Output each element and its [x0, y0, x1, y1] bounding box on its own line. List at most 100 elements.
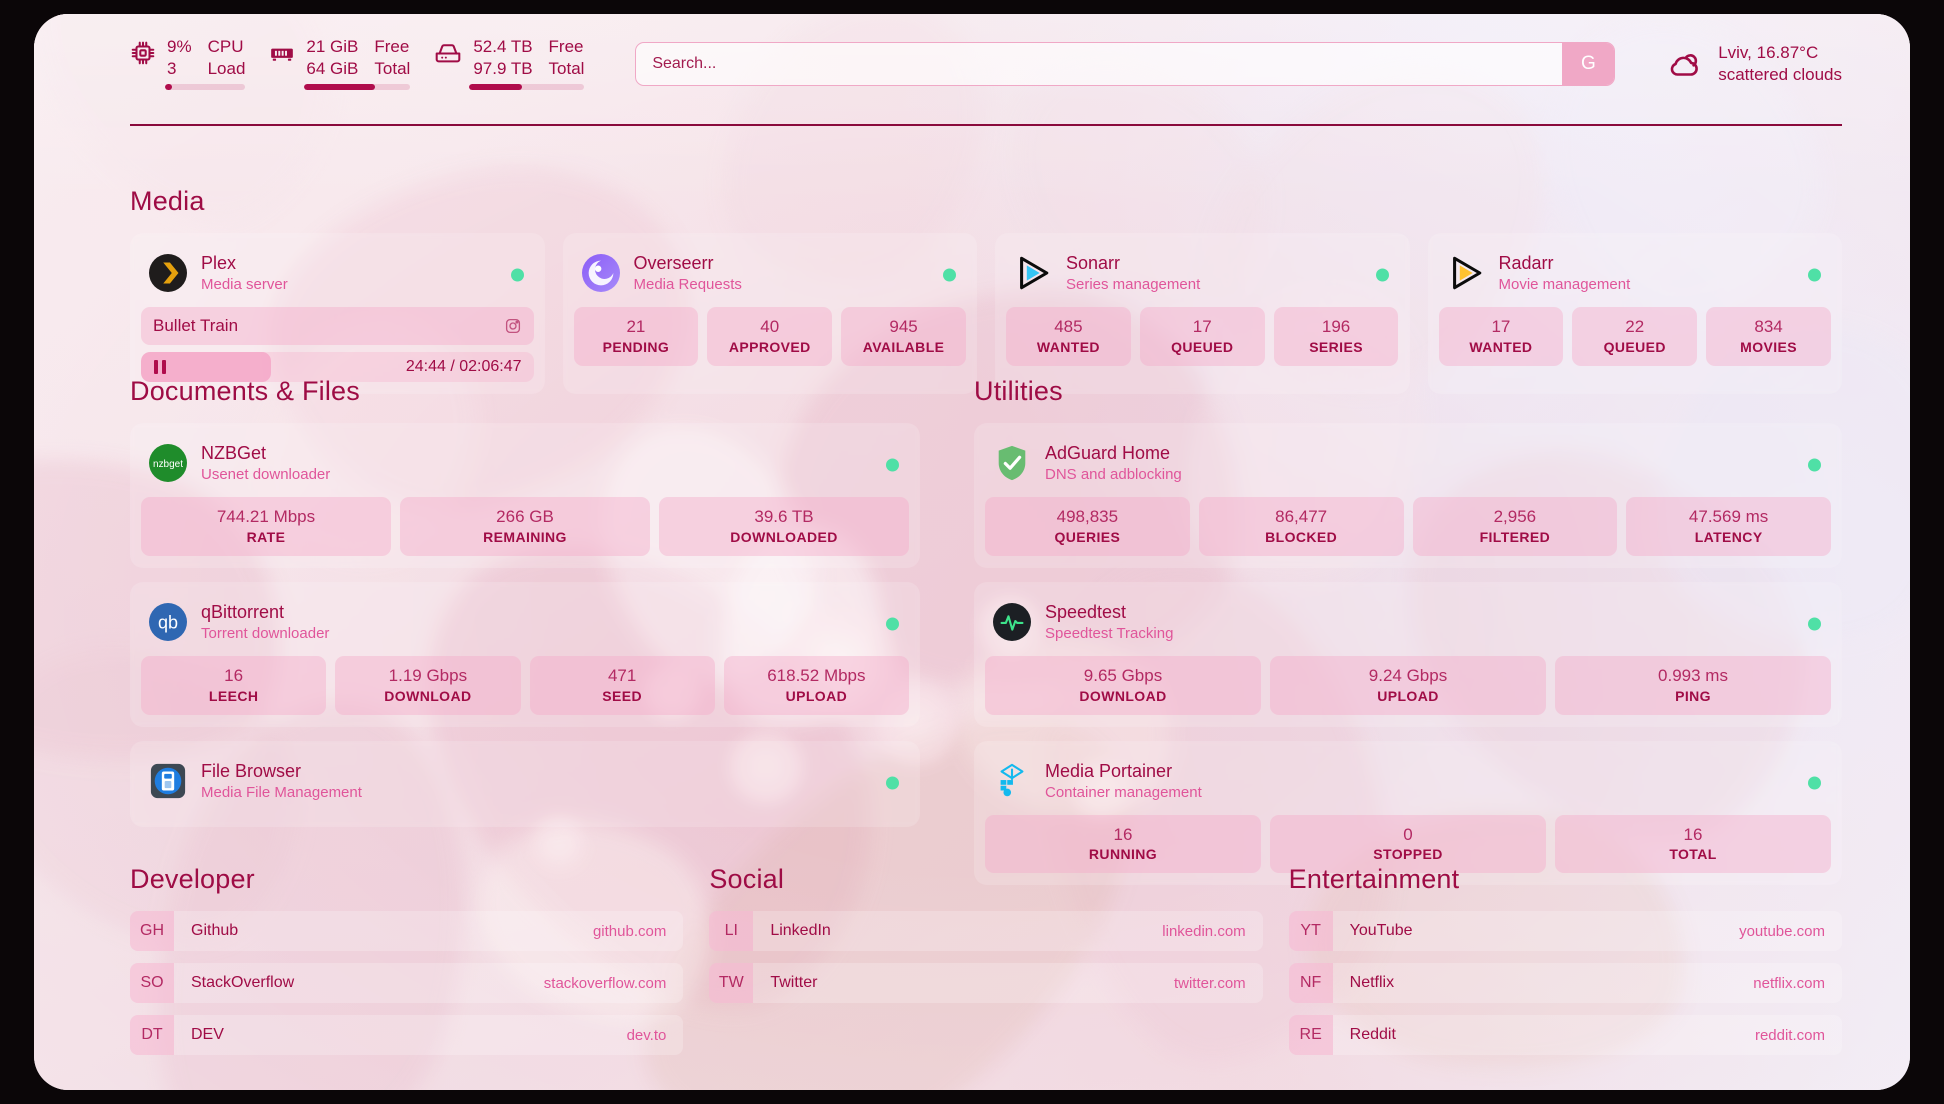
bookmark-group: Social LI LinkedIn linkedin.com TW Twitt… [709, 864, 1263, 1067]
service-card-header[interactable]: nzbget NZBGet Usenet downloader [141, 434, 909, 497]
service-card[interactable]: Radarr Movie management 17 WANTED 22 QUE… [1427, 233, 1842, 394]
service-subtitle: Movie management [1498, 276, 1631, 294]
stat-label: LEECH [208, 687, 259, 704]
stat-tile: 16 RUNNING [985, 814, 1261, 874]
stat-label: MOVIES [1740, 338, 1797, 355]
service-card-header[interactable]: Radarr Movie management [1439, 244, 1832, 307]
stat-label: DOWNLOADED [730, 528, 838, 545]
service-card[interactable]: Plex Media server Bullet Train 24:44 / 0… [130, 233, 545, 394]
playback-control-bar[interactable]: 24:44 / 02:06:47 [141, 351, 534, 382]
filebrowser-icon [149, 762, 187, 800]
bookmarks-area: Developer GH Github github.com SO StackO… [130, 864, 1842, 1067]
bookmark-name: Github [191, 922, 239, 939]
resource-value-top: 52.4 TB [473, 37, 533, 57]
bookmark-item[interactable]: GH Github github.com [130, 911, 684, 951]
bookmark-item[interactable]: NF Netflix netflix.com [1288, 963, 1842, 1003]
stat-tile: 17 QUEUED [1139, 306, 1265, 366]
bookmark-item[interactable]: SO StackOverflow stackoverflow.com [130, 963, 684, 1003]
service-card[interactable]: qb qBittorrent Torrent downloader 16 LEE… [130, 581, 920, 727]
service-card[interactable]: Overseerr Media Requests 21 PENDING 40 A… [562, 233, 977, 394]
service-card-header[interactable]: Plex Media server [141, 244, 534, 307]
bookmark-item[interactable]: YT YouTube youtube.com [1288, 911, 1842, 951]
search-submit-button[interactable]: G [1562, 43, 1615, 85]
service-name: AdGuard Home [1045, 443, 1171, 463]
resource-widget-memory: 21 GiB 64 GiB Free Total [269, 36, 411, 92]
bookmark-abbr: RE [1288, 1015, 1333, 1055]
service-card[interactable]: Media Portainer Container management 16 … [974, 740, 1842, 886]
resource-progress-bar [469, 83, 585, 90]
stat-tile: 945 AVAILABLE [841, 306, 966, 366]
bookmark-item[interactable]: DT DEV dev.to [130, 1015, 684, 1055]
bookmark-abbr: YT [1288, 911, 1333, 951]
now-playing-bar[interactable]: Bullet Train [141, 306, 534, 345]
stat-value: 834 [1754, 316, 1783, 336]
bookmark-name: StackOverflow [191, 974, 295, 991]
stat-tile: 485 WANTED [1006, 306, 1131, 366]
stat-tile: 17 WANTED [1438, 306, 1564, 366]
resource-label-bottom: Total [548, 59, 585, 78]
svg-text:nzbget: nzbget [153, 459, 183, 470]
stat-value: 16 [224, 665, 244, 685]
stat-tile: 16 LEECH [141, 655, 327, 715]
service-card-header[interactable]: AdGuard Home DNS and adblocking [985, 434, 1831, 497]
bookmark-name: LinkedIn [770, 922, 831, 939]
stat-value: 22 [1625, 316, 1645, 336]
service-card-header[interactable]: Media Portainer Container management [985, 752, 1831, 815]
service-card[interactable]: Speedtest Speedtest Tracking 9.65 Gbps D… [974, 581, 1842, 727]
resource-label-bottom: Total [374, 59, 411, 78]
stat-tile: 39.6 TB DOWNLOADED [659, 496, 909, 556]
service-card-header[interactable]: Sonarr Series management [1006, 244, 1399, 307]
stat-label: REMAINING [483, 528, 567, 545]
stat-value: 471 [607, 665, 637, 685]
service-card[interactable]: Sonarr Series management 485 WANTED 17 Q… [995, 233, 1410, 394]
service-subtitle: Series management [1066, 276, 1201, 294]
stat-value: 2,956 [1493, 506, 1537, 526]
bookmark-item[interactable]: TW Twitter twitter.com [709, 963, 1263, 1003]
stat-label: PING [1675, 687, 1711, 704]
bookmark-url: youtube.com [1739, 922, 1825, 940]
status-indicator-dot [510, 268, 524, 282]
radarr-icon [1447, 254, 1485, 292]
service-card-header[interactable]: qb qBittorrent Torrent downloader [141, 593, 909, 656]
stat-value: 1.19 Gbps [388, 665, 468, 685]
stat-label: QUEUED [1171, 338, 1234, 355]
bookmark-list: YT YouTube youtube.com NF Netflix netfli… [1288, 911, 1842, 1055]
bookmark-item[interactable]: RE Reddit reddit.com [1288, 1015, 1842, 1055]
bookmark-abbr: LI [709, 911, 754, 951]
stat-tile: 0.993 ms PING [1555, 655, 1831, 715]
bookmark-name: YouTube [1349, 922, 1413, 939]
service-card-header[interactable]: Speedtest Speedtest Tracking [985, 593, 1831, 656]
stat-label: UPLOAD [1377, 687, 1439, 704]
service-card[interactable]: File Browser Media File Management [130, 740, 920, 827]
stat-tile: 618.52 Mbps UPLOAD [723, 655, 909, 715]
cpu-icon [130, 40, 156, 66]
stat-label: FILTERED [1479, 528, 1551, 545]
bookmark-url: twitter.com [1173, 974, 1246, 992]
service-card[interactable]: AdGuard Home DNS and adblocking 498,835 … [974, 423, 1842, 568]
service-subtitle: Speedtest Tracking [1045, 625, 1174, 643]
resource-value-bottom: 97.9 TB [473, 59, 533, 78]
stat-value: 0.993 ms [1658, 665, 1728, 685]
search-box[interactable]: G [635, 42, 1616, 86]
service-card[interactable]: nzbget NZBGet Usenet downloader 744.21 M… [130, 423, 920, 568]
pause-icon[interactable] [154, 359, 166, 374]
resource-label-bottom: Load [207, 59, 246, 78]
cast-icon[interactable] [504, 317, 522, 335]
bookmark-abbr: SO [130, 963, 174, 1003]
bookmark-item[interactable]: LI LinkedIn linkedin.com [709, 911, 1263, 951]
stat-label: SEED [602, 687, 642, 704]
resource-widget-cpu: 9% 3 CPU Load [130, 36, 246, 92]
stat-value: 47.569 ms [1688, 506, 1769, 526]
stat-label: RATE [246, 528, 286, 545]
bookmark-list: LI LinkedIn linkedin.com TW Twitter twit… [709, 911, 1263, 1003]
bookmark-group: Developer GH Github github.com SO StackO… [130, 864, 684, 1067]
service-stats-row: 744.21 Mbps RATE 266 GB REMAINING 39.6 T… [141, 496, 909, 556]
now-playing-title: Bullet Train [153, 315, 239, 335]
disk-icon [434, 40, 462, 66]
service-card-header[interactable]: Overseerr Media Requests [574, 244, 967, 307]
service-name: Radarr [1498, 253, 1554, 273]
search-input[interactable] [636, 43, 1563, 85]
service-card-header[interactable]: File Browser Media File Management [141, 752, 909, 815]
stat-label: WANTED [1036, 338, 1100, 355]
service-subtitle: Media Requests [633, 276, 742, 294]
